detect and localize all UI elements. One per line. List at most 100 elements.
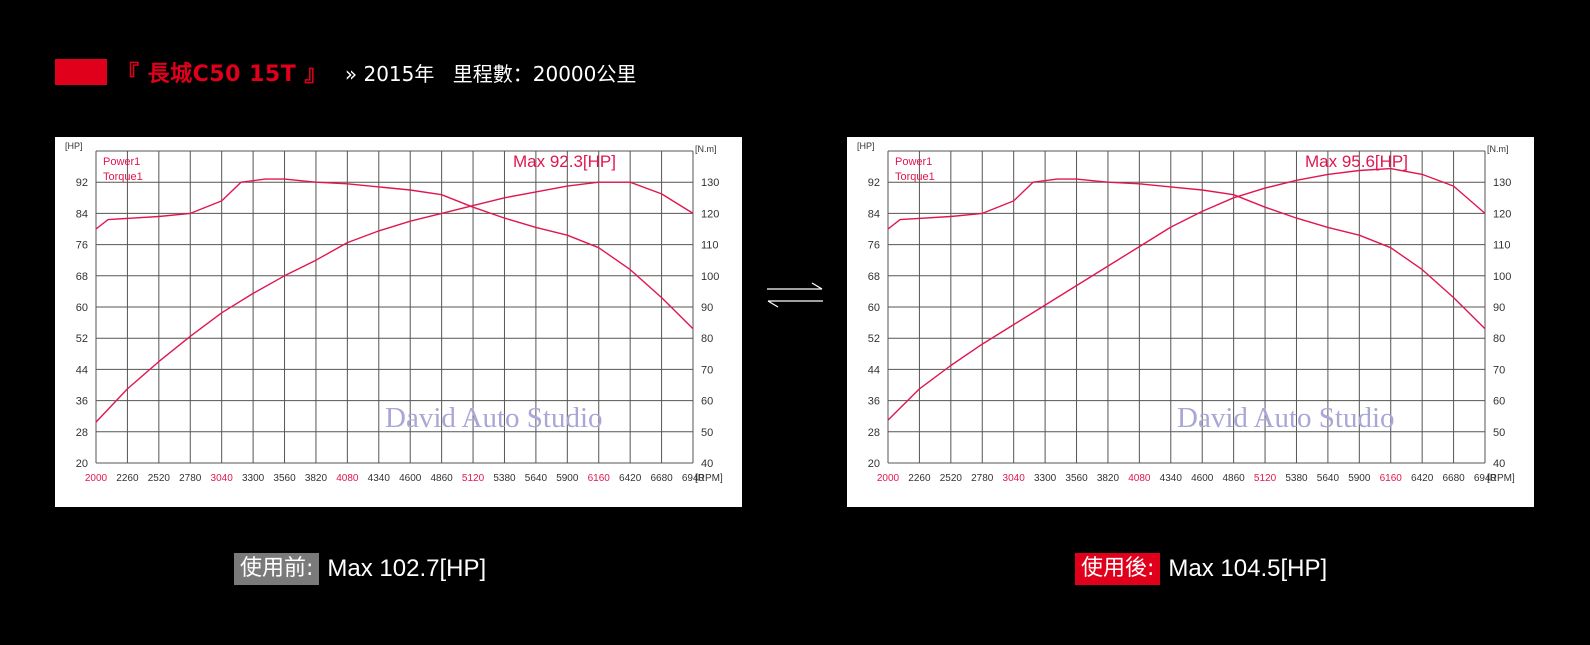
y-right-tick-label: 130: [701, 177, 719, 189]
x-tick-label: 3040: [1003, 473, 1026, 484]
y-right-tick-label: 120: [701, 208, 719, 220]
x-tick-label: 3300: [242, 473, 265, 484]
x-tick-label: 2260: [116, 473, 139, 484]
y-left-tick-label: 92: [868, 177, 880, 189]
y-right-tick-label: 80: [1493, 333, 1505, 345]
x-tick-label: 6420: [619, 473, 642, 484]
y-left-tick-label: 84: [868, 208, 880, 220]
x-tick-label: 6420: [1411, 473, 1434, 484]
y-left-tick-label: 36: [76, 396, 88, 408]
x-tick-label: 3820: [305, 473, 328, 484]
y-right-tick-label: 110: [1493, 240, 1511, 252]
torque-curve: [95, 178, 694, 330]
x-tick-label: 5380: [493, 473, 516, 484]
x-tick-label: 5120: [1254, 473, 1277, 484]
x-tick-label: 3820: [1097, 473, 1120, 484]
x-tick-label: 6160: [1380, 473, 1403, 484]
swap-arrows-icon: [765, 280, 825, 310]
y-right-tick-label: 100: [1493, 271, 1511, 283]
x-tick-label: 3040: [211, 473, 234, 484]
max-power-label: Max 92.3[HP]: [513, 152, 616, 171]
watermark-text: David Auto Studio: [385, 402, 603, 434]
y-left-tick-label: 60: [76, 302, 88, 314]
x-unit-label: [RPM]: [695, 473, 723, 484]
y-left-unit-label: [HP]: [65, 141, 83, 151]
x-tick-label: 4600: [1191, 473, 1214, 484]
x-tick-label: 2780: [971, 473, 994, 484]
y-left-tick-label: 20: [868, 458, 880, 470]
legend-torque: Torque1: [103, 171, 143, 183]
x-tick-label: 3300: [1034, 473, 1057, 484]
x-tick-label: 4340: [368, 473, 391, 484]
y-right-tick-label: 40: [701, 458, 713, 470]
y-left-tick-label: 52: [868, 333, 880, 345]
x-tick-label: 4080: [1128, 473, 1151, 484]
y-right-tick-label: 70: [701, 364, 713, 376]
x-tick-label: 6680: [650, 473, 673, 484]
y-right-tick-label: 80: [701, 333, 713, 345]
x-tick-label: 2260: [908, 473, 931, 484]
x-tick-label: 3560: [273, 473, 296, 484]
y-left-tick-label: 68: [76, 271, 88, 283]
vehicle-info: » 2015年 里程數：20000公里: [345, 58, 637, 87]
y-right-tick-label: 60: [701, 396, 713, 408]
after-tag: 使用後:: [1075, 553, 1161, 585]
caption-after: 使用後: Max 104.5[HP]: [1075, 553, 1327, 585]
x-tick-label: 5640: [525, 473, 548, 484]
y-left-tick-label: 44: [868, 364, 880, 376]
vehicle-mileage: 里程數：20000公里: [452, 61, 637, 86]
before-tag: 使用前:: [234, 553, 320, 585]
watermark-text: David Auto Studio: [1177, 402, 1395, 434]
dyno-chart-before-svg: 20 28 36 44 52 60 68 76 84 92 40 50 60 70 80 90 100 110 12…: [65, 141, 723, 484]
x-tick-label: 3560: [1065, 473, 1088, 484]
y-right-tick-label: 90: [701, 302, 713, 314]
y-right-tick-label: 40: [1493, 458, 1505, 470]
y-left-tick-label: 36: [868, 396, 880, 408]
y-left-tick-label: 44: [76, 364, 88, 376]
x-tick-label: 2520: [148, 473, 171, 484]
x-tick-label: 2000: [85, 473, 108, 484]
x-tick-label: 4080: [336, 473, 359, 484]
y-right-tick-label: 70: [1493, 364, 1505, 376]
y-right-tick-label: 60: [1493, 396, 1505, 408]
x-tick-label: 2000: [877, 473, 900, 484]
x-tick-label: 4860: [1223, 473, 1246, 484]
x-tick-label: 5380: [1285, 473, 1308, 484]
x-tick-label: 5120: [462, 473, 485, 484]
y-left-tick-label: 52: [76, 333, 88, 345]
y-left-tick-label: 92: [76, 177, 88, 189]
car-name: 『 長城C50 15T 』: [117, 62, 327, 87]
x-unit-label: [RPM]: [1487, 473, 1515, 484]
y-right-tick-label: 90: [1493, 302, 1505, 314]
x-tick-label: 6940: [1474, 473, 1497, 484]
y-left-tick-label: 68: [868, 271, 880, 283]
y-right-tick-label: 100: [701, 271, 719, 283]
after-max-value: Max 104.5[HP]: [1168, 555, 1328, 582]
x-tick-label: 6940: [682, 473, 705, 484]
x-tick-label: 6680: [1442, 473, 1465, 484]
power-curve: [95, 181, 694, 423]
y-left-tick-label: 28: [76, 427, 88, 439]
legend-torque: Torque1: [895, 171, 935, 183]
legend-power: Power1: [895, 156, 932, 168]
power-curve: [887, 167, 1486, 421]
dyno-chart-after: 20 28 36 44 52 60 68 76 84 92 40 50 60 70 80 90 100 110 12…: [847, 137, 1534, 507]
torque-curve: [887, 178, 1486, 330]
y-right-unit-label: [N.m]: [1487, 144, 1509, 154]
before-max-value: Max 102.7[HP]: [327, 555, 487, 582]
y-left-tick-label: 84: [76, 208, 88, 220]
x-tick-label: 4600: [399, 473, 422, 484]
y-left-unit-label: [HP]: [857, 141, 875, 151]
y-left-tick-label: 76: [76, 240, 88, 252]
y-right-unit-label: [N.m]: [695, 144, 717, 154]
legend-power: Power1: [103, 156, 140, 168]
max-power-label: Max 95.6[HP]: [1305, 152, 1408, 171]
y-right-tick-label: 50: [1493, 427, 1505, 439]
y-left-tick-label: 76: [868, 240, 880, 252]
header: 『 長城C50 15T 』 » 2015年 里程數：20000公里: [55, 58, 637, 87]
y-right-tick-label: 130: [1493, 177, 1511, 189]
header-separator: »: [344, 61, 358, 86]
x-tick-label: 4340: [1160, 473, 1183, 484]
y-right-tick-label: 50: [701, 427, 713, 439]
x-tick-label: 5640: [1317, 473, 1340, 484]
